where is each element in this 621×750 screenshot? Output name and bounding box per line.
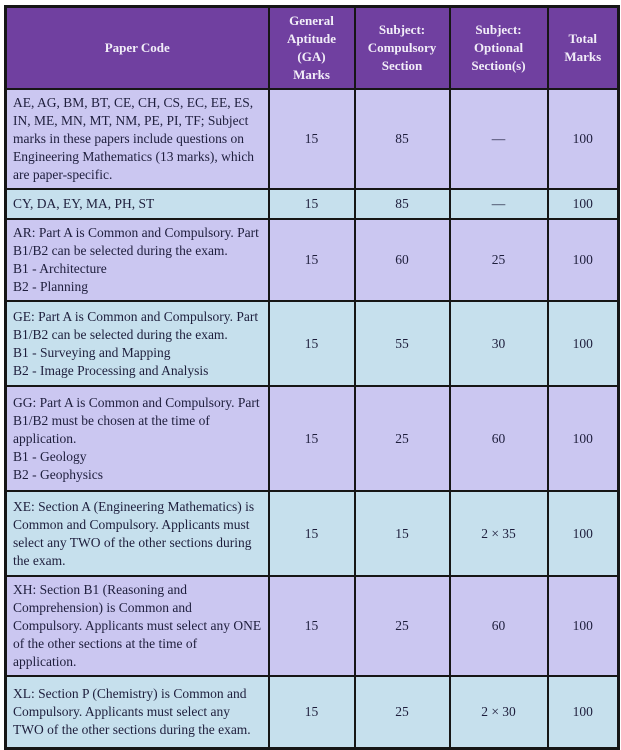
col-header-ga-marks: General Aptitude (GA) Marks (267, 5, 356, 90)
ga-marks-cell: 15 (267, 675, 356, 749)
ga-marks-cell: 15 (267, 385, 356, 492)
optional-marks-cell: 30 (448, 300, 549, 387)
optional-marks-cell: 2 × 35 (448, 490, 549, 577)
paper-code-cell: AE, AG, BM, BT, CE, CH, CS, EC, EE, ES, … (4, 88, 270, 190)
table-row-xe: XE: Section A (Engineering Mathematics) … (4, 490, 620, 577)
col-header-total-marks: Total Marks (546, 5, 620, 90)
paper-code-cell: XE: Section A (Engineering Mathematics) … (4, 490, 270, 577)
paper-code-cell: AR: Part A is Common and Compulsory. Par… (4, 218, 270, 302)
col-header-optional-section: Subject: Optional Section(s) (448, 5, 549, 90)
ga-marks-cell: 15 (267, 300, 356, 387)
total-marks-cell: 100 (546, 675, 620, 749)
total-marks-cell: 100 (546, 188, 620, 220)
paper-code-cell: XH: Section B1 (Reasoning and Comprehens… (4, 575, 270, 677)
optional-marks-cell: 60 (448, 575, 549, 677)
compulsory-marks-cell: 15 (353, 490, 451, 577)
table-row-gg: GG: Part A is Common and Compulsory. Par… (4, 385, 620, 492)
total-marks-cell: 100 (546, 88, 620, 190)
compulsory-marks-cell: 25 (353, 675, 451, 749)
optional-marks-cell: — (448, 88, 549, 190)
paper-code-cell: CY, DA, EY, MA, PH, ST (4, 188, 270, 220)
table-row-core-papers: AE, AG, BM, BT, CE, CH, CS, EC, EE, ES, … (4, 88, 620, 190)
optional-marks-cell: — (448, 188, 549, 220)
table-row-xh: XH: Section B1 (Reasoning and Comprehens… (4, 575, 620, 677)
ga-marks-cell: 15 (267, 188, 356, 220)
optional-marks-cell: 60 (448, 385, 549, 492)
ga-marks-cell: 15 (267, 490, 356, 577)
compulsory-marks-cell: 85 (353, 188, 451, 220)
col-header-compulsory-section: Subject: Compulsory Section (353, 5, 451, 90)
total-marks-cell: 100 (546, 385, 620, 492)
total-marks-cell: 100 (546, 300, 620, 387)
compulsory-marks-cell: 25 (353, 385, 451, 492)
ga-marks-cell: 15 (267, 88, 356, 190)
table-row-ge: GE: Part A is Common and Compulsory. Par… (4, 300, 620, 387)
compulsory-marks-cell: 60 (353, 218, 451, 302)
compulsory-marks-cell: 85 (353, 88, 451, 190)
total-marks-cell: 100 (546, 575, 620, 677)
table-row-xl: XL: Section P (Chemistry) is Common and … (4, 675, 620, 749)
optional-marks-cell: 25 (448, 218, 549, 302)
paper-code-cell: GE: Part A is Common and Compulsory. Par… (4, 300, 270, 387)
paper-code-cell: XL: Section P (Chemistry) is Common and … (4, 675, 270, 749)
table-row-science-papers: CY, DA, EY, MA, PH, ST 15 85 — 100 (4, 188, 620, 220)
table-row-ar: AR: Part A is Common and Compulsory. Par… (4, 218, 620, 302)
total-marks-cell: 100 (546, 490, 620, 577)
marks-distribution-table: Paper Code General Aptitude (GA) Marks S… (4, 5, 620, 750)
ga-marks-cell: 15 (267, 575, 356, 677)
col-header-paper-code: Paper Code (4, 5, 270, 90)
compulsory-marks-cell: 25 (353, 575, 451, 677)
paper-code-cell: GG: Part A is Common and Compulsory. Par… (4, 385, 270, 492)
total-marks-cell: 100 (546, 218, 620, 302)
ga-marks-cell: 15 (267, 218, 356, 302)
table-header-row: Paper Code General Aptitude (GA) Marks S… (4, 5, 620, 90)
compulsory-marks-cell: 55 (353, 300, 451, 387)
optional-marks-cell: 2 × 30 (448, 675, 549, 749)
